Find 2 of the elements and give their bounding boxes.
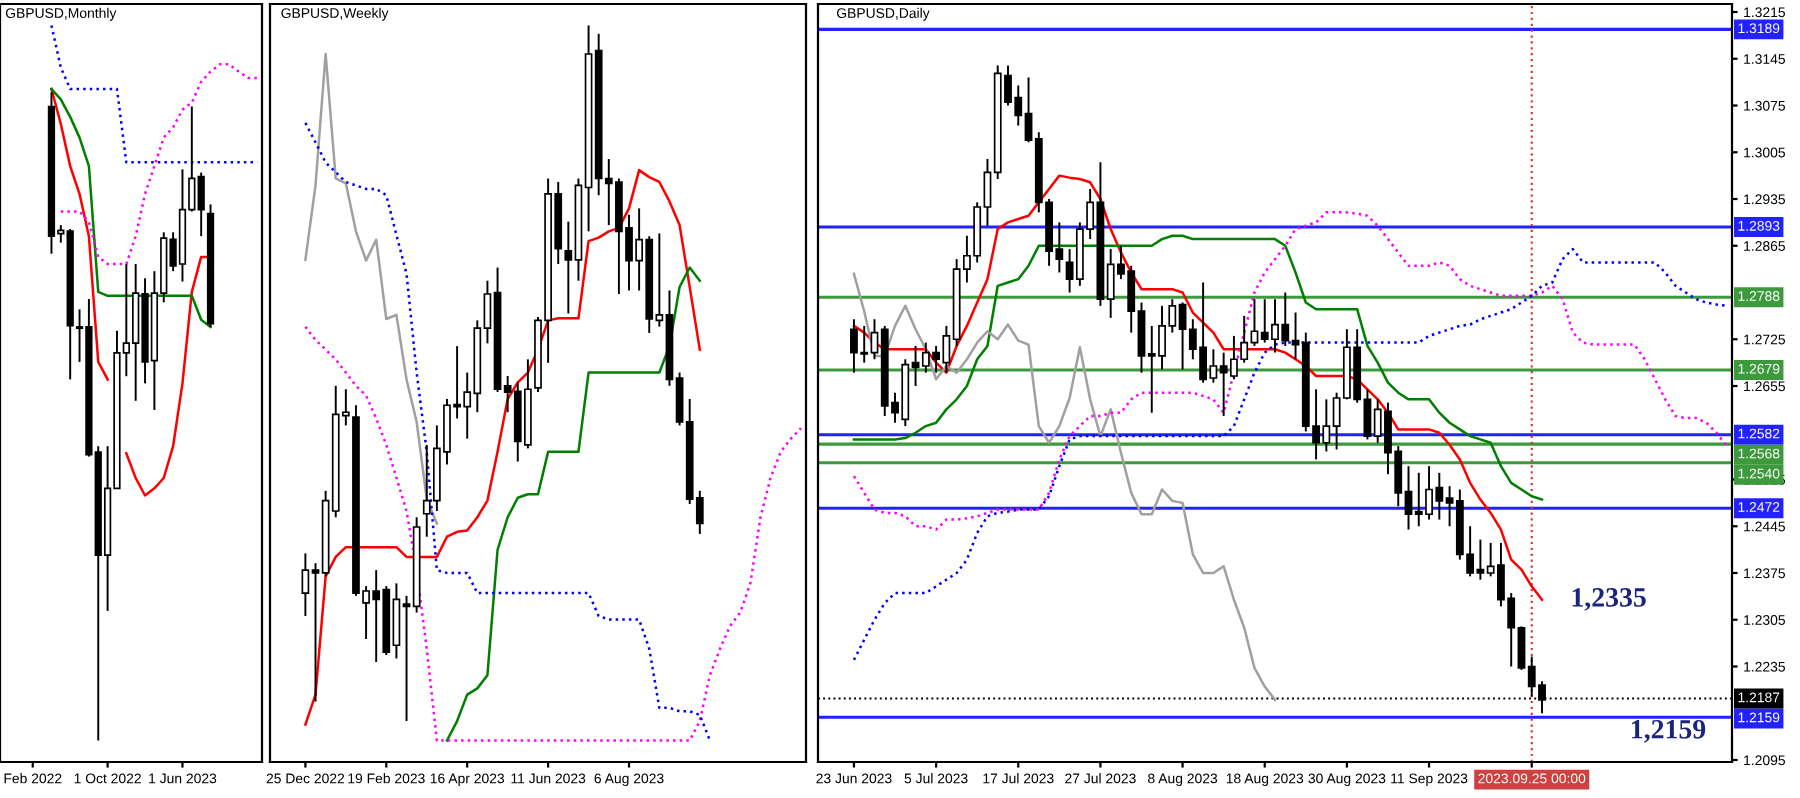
annotation: 1,2159 [1632, 719, 1706, 743]
annotation: 1,2335 [1572, 588, 1646, 611]
